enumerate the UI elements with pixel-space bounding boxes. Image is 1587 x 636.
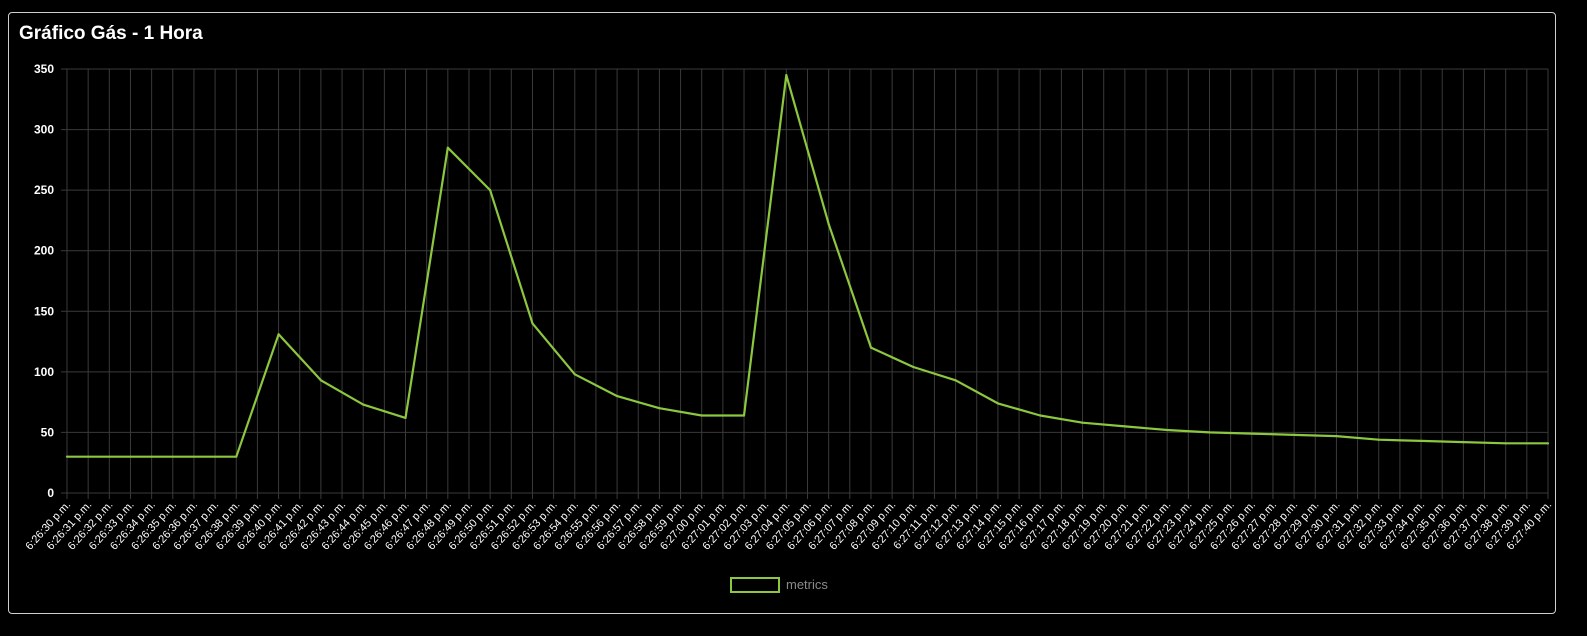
data-point	[1504, 442, 1507, 445]
data-point	[658, 407, 661, 410]
data-point	[277, 333, 280, 336]
data-point	[1419, 439, 1423, 443]
data-point	[1039, 414, 1042, 417]
data-point	[65, 455, 69, 458]
data-point	[827, 222, 830, 226]
y-tick-label: 100	[34, 365, 54, 379]
data-point	[1081, 421, 1084, 424]
data-point	[531, 322, 534, 325]
data-point	[1250, 432, 1253, 435]
data-point	[1166, 428, 1169, 432]
data-point	[869, 346, 873, 349]
data-point	[573, 373, 576, 376]
data-point	[912, 365, 915, 369]
data-point	[446, 146, 449, 149]
grid-layer	[61, 68, 1549, 499]
y-axis: 0 50 100 150 200 250 300 350	[34, 62, 54, 500]
data-point	[742, 414, 746, 417]
y-tick-label: 350	[34, 62, 54, 76]
legend-swatch[interactable]	[730, 577, 780, 593]
data-point	[1335, 434, 1338, 438]
y-tick-label: 150	[34, 304, 54, 318]
data-point	[489, 189, 492, 192]
series-layer	[65, 73, 1550, 458]
data-point	[1462, 441, 1465, 444]
data-point	[1293, 433, 1296, 436]
data-point	[1208, 431, 1211, 434]
data-point	[615, 394, 619, 398]
data-point	[404, 416, 407, 419]
data-point	[785, 73, 788, 77]
x-axis: 6:26:30 p.m.6:26:31 p.m.6:26:32 p.m.6:26…	[23, 499, 1554, 552]
data-point	[235, 455, 238, 458]
legend-label[interactable]: metrics	[786, 577, 828, 592]
data-point	[700, 414, 703, 417]
data-point	[1123, 425, 1126, 428]
y-tick-label: 200	[34, 244, 54, 258]
y-tick-label: 0	[47, 486, 54, 500]
data-point	[319, 379, 322, 382]
y-tick-label: 250	[34, 183, 54, 197]
data-point	[1546, 442, 1550, 445]
y-tick-label: 50	[41, 425, 55, 439]
data-point	[1377, 438, 1380, 441]
card-title: Gráfico Gás - 1 Hora	[19, 23, 203, 44]
data-point	[996, 402, 1000, 405]
legend[interactable]: metrics	[730, 577, 828, 593]
data-point	[954, 379, 957, 382]
y-tick-label: 300	[34, 123, 54, 137]
data-point	[362, 403, 365, 406]
